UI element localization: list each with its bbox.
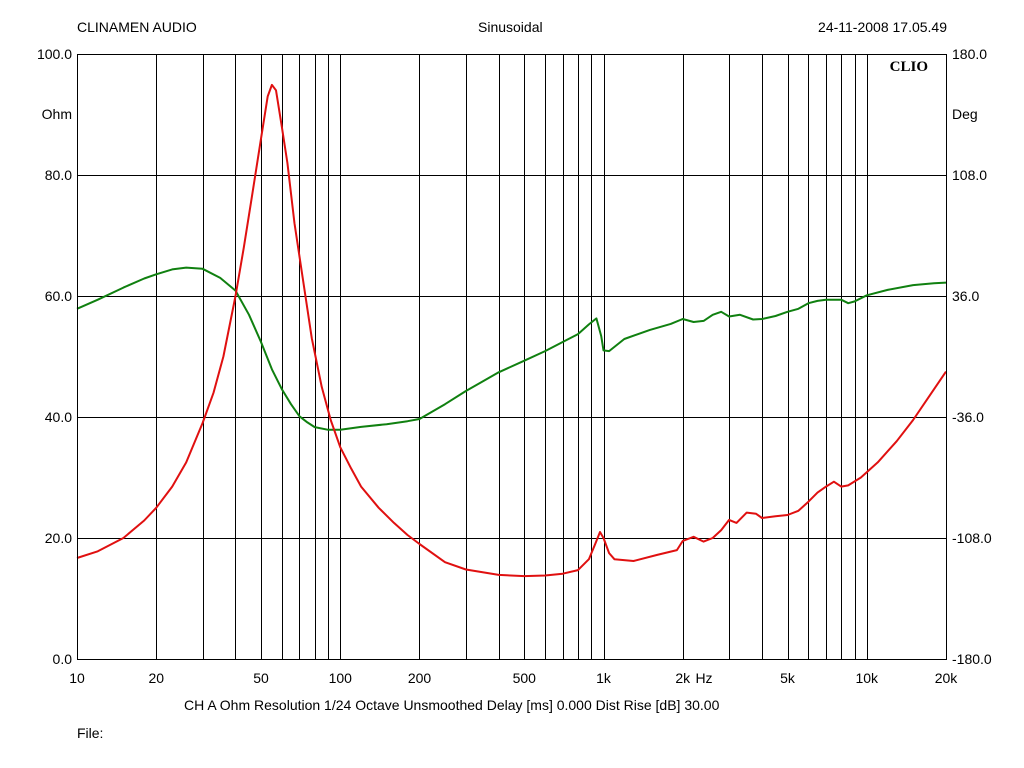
y-left-tick-label: 80.0: [45, 167, 72, 183]
x-tick-label: 50: [253, 670, 269, 686]
y-right-tick-label: -36.0: [952, 409, 984, 425]
y-right-tick-label: 180.0: [952, 46, 987, 62]
y-left-unit-label: Ohm: [42, 106, 72, 122]
file-label: File:: [77, 725, 104, 741]
y-right-unit-label: Deg: [952, 106, 978, 122]
y-right-tick-label: 36.0: [952, 288, 979, 304]
measurement-type-label: Sinusoidal: [478, 19, 543, 35]
y-left-tick-label: 100.0: [37, 46, 72, 62]
x-tick-label: 2k: [675, 670, 691, 686]
y-right-tick-label: 108.0: [952, 167, 987, 183]
y-right-tick-label: -180.0: [952, 651, 992, 667]
plot-frame: [77, 54, 947, 660]
x-tick-label: 1k: [596, 670, 612, 686]
y-left-tick-label: 0.0: [53, 651, 73, 667]
y-left-tick-label: 60.0: [45, 288, 72, 304]
brand-label: CLINAMEN AUDIO: [77, 19, 197, 35]
x-tick-label: 5k: [780, 670, 796, 686]
y-right-tick-labels: 180.0 108.0 36.0 -36.0 -108.0 -180.0: [952, 46, 992, 667]
x-tick-label: 200: [408, 670, 432, 686]
x-tick-label: 20k: [935, 670, 959, 686]
phase-curve: [76, 266, 947, 431]
x-tick-label: 10: [69, 670, 85, 686]
settings-info: CH A Ohm Resolution 1/24 Octave Unsmooth…: [184, 697, 720, 713]
x-tick-label: 100: [329, 670, 353, 686]
x-tick-label: 20: [148, 670, 164, 686]
impedance-curve: [76, 83, 947, 578]
chart-grid: [77, 54, 946, 659]
chart-series: [76, 83, 947, 578]
y-left-tick-label: 40.0: [45, 409, 72, 425]
x-tick-label: 10k: [855, 670, 879, 686]
clio-logo: CLIO: [890, 59, 928, 75]
y-left-tick-labels: 100.0 80.0 60.0 40.0 20.0 0.0: [37, 46, 72, 667]
y-left-tick-label: 20.0: [45, 530, 72, 546]
x-tick-labels: 10 20 50 100 200 500 1k 2k 5k 10k 20k: [69, 670, 958, 686]
y-right-tick-label: -108.0: [952, 530, 992, 546]
x-tick-label: 500: [513, 670, 537, 686]
x-unit-label: Hz: [695, 670, 712, 686]
logo-box: [883, 57, 943, 75]
timestamp-label: 24-11-2008 17.05.49: [818, 19, 947, 35]
